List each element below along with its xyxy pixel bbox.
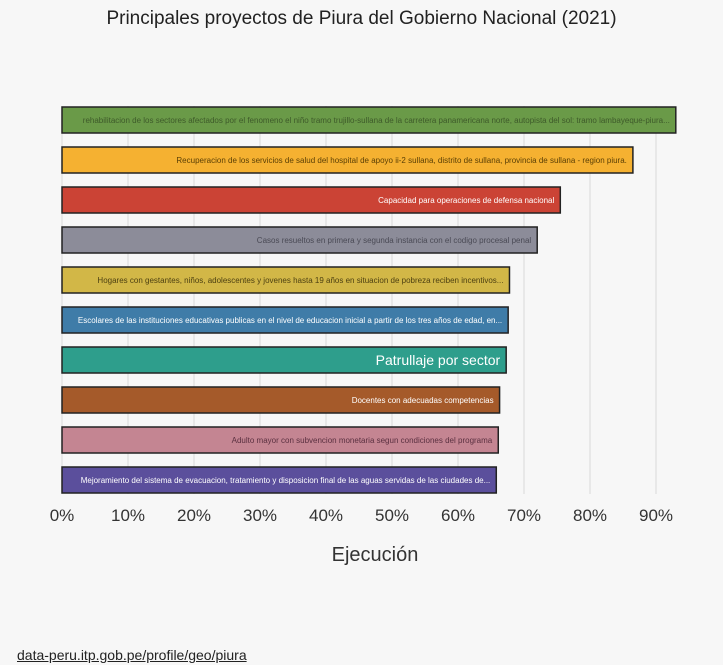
x-tick-label: 40% — [309, 506, 343, 525]
bar[interactable] — [61, 466, 498, 494]
bar-label: Casos resueltos en primera y segunda ins… — [257, 236, 532, 245]
bar-label: Recuperacion de los servicios de salud d… — [176, 156, 626, 165]
bar-label: Mejoramiento del sistema de evacuacion, … — [81, 476, 491, 485]
x-axis-ticks: 0% 10% 20% 30% 40% 50% 60% 70% 80% 90% — [50, 506, 673, 525]
bar-label: Hogares con gestantes, niños, adolescent… — [97, 276, 503, 285]
x-tick-label: 10% — [111, 506, 145, 525]
bar[interactable] — [61, 106, 677, 134]
bar[interactable] — [61, 186, 562, 214]
x-tick-label: 30% — [243, 506, 277, 525]
bar-label: Escolares de las instituciones educativa… — [78, 316, 502, 325]
bar-label: Docentes con adecuadas competencias — [352, 396, 494, 405]
x-tick-label: 50% — [375, 506, 409, 525]
bar[interactable] — [61, 346, 507, 374]
x-tick-label: 80% — [573, 506, 607, 525]
bars: rehabilitacion de los sectores afectados… — [61, 106, 677, 494]
bar[interactable] — [61, 386, 501, 414]
bar-label: rehabilitacion de los sectores afectados… — [83, 116, 670, 125]
source-link[interactable]: data-peru.itp.gob.pe/profile/geo/piura — [17, 647, 247, 663]
x-tick-label: 90% — [639, 506, 673, 525]
x-tick-label: 60% — [441, 506, 475, 525]
bar-label: Patrullaje por sector — [376, 352, 501, 368]
x-tick-label: 0% — [50, 506, 75, 525]
bar-label: Capacidad para operaciones de defensa na… — [378, 196, 554, 205]
x-axis-label: Ejecución — [332, 544, 419, 566]
bar-chart: rehabilitacion de los sectores afectados… — [50, 106, 677, 566]
x-tick-label: 20% — [177, 506, 211, 525]
bar[interactable] — [61, 266, 511, 294]
bar[interactable] — [61, 306, 509, 334]
bar-label: Adulto mayor con subvencion monetaria se… — [232, 436, 493, 445]
bar[interactable] — [61, 146, 634, 174]
chart-title: Principales proyectos de Piura del Gobie… — [106, 8, 617, 29]
bar[interactable] — [61, 226, 538, 254]
x-tick-label: 70% — [507, 506, 541, 525]
bar[interactable] — [61, 426, 500, 454]
